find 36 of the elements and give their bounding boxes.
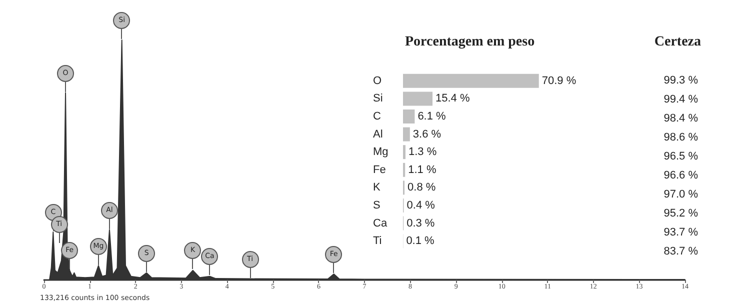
annotation: 98.6 % — [664, 132, 698, 144]
bar — [403, 74, 539, 88]
data-label: 1.1 % — [408, 164, 436, 176]
data-label: 6.1 % — [418, 110, 446, 122]
data-label: 0.4 % — [406, 200, 436, 212]
chart-title: Porcentagem em peso — [405, 34, 535, 50]
annotation: 99.3 % — [664, 74, 698, 86]
y-tick-label: S — [373, 200, 380, 212]
y-tick-label: K — [373, 182, 381, 194]
annotation: 95.2 % — [664, 208, 698, 220]
y-tick-label: Fe — [373, 164, 386, 176]
y-tick-label: C — [373, 110, 381, 122]
data-label: 0.1 % — [406, 235, 435, 248]
data-label: 0.3 % — [406, 217, 435, 230]
annotation: 99.4 % — [664, 94, 698, 106]
annotation: 96.6 % — [664, 170, 698, 182]
text: Certeza — [654, 34, 702, 50]
data-label: 15.4 % — [436, 92, 470, 105]
data-label: 70.9 % — [542, 74, 576, 87]
annotation: 98.4 % — [664, 112, 698, 124]
bar — [403, 92, 433, 106]
y-tick-label: O — [373, 74, 382, 87]
annotation: 83.7 % — [664, 246, 698, 258]
y-tick-label: Al — [373, 128, 383, 140]
bar — [403, 110, 415, 124]
y-tick-label: Mg — [373, 146, 388, 158]
data-label: 3.6 % — [412, 128, 442, 140]
bar — [403, 127, 410, 142]
y-tick-label: Ca — [373, 217, 388, 230]
y-tick-label: Si — [373, 92, 383, 105]
y-tick-label: Ti — [373, 235, 382, 248]
annotation: 97.0 % — [664, 188, 698, 200]
data-label: 1.3 % — [408, 146, 437, 158]
annotation: 96.5 % — [664, 150, 698, 162]
annotation: 93.7 % — [664, 226, 698, 238]
data-label: 0.8 % — [408, 182, 436, 194]
